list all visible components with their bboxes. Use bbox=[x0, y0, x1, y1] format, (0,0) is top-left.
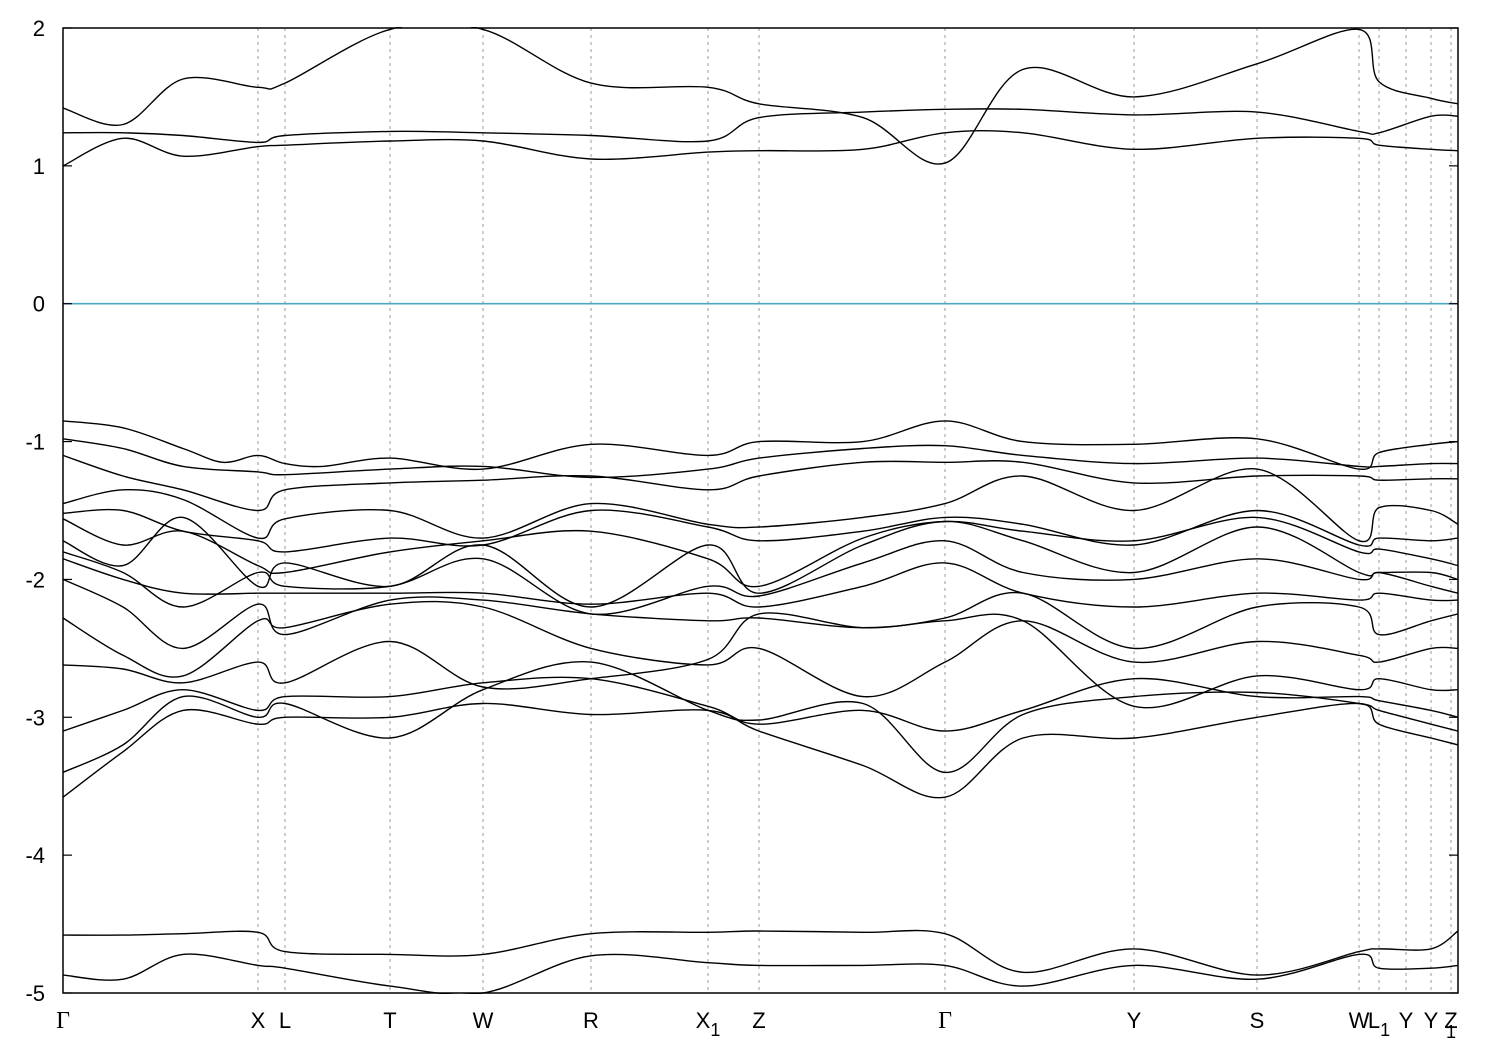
kpoint-label: 1 bbox=[1446, 1022, 1456, 1042]
y-tick-label: -4 bbox=[25, 843, 45, 868]
band-line bbox=[63, 516, 1458, 608]
x-axis-kpoint-labels: Γ X L T W R X1 Z Γ Y S WL1 Y Y Z1 bbox=[56, 1008, 1458, 1042]
plot-frame bbox=[62, 27, 1459, 994]
band-line bbox=[63, 702, 1458, 799]
band-line bbox=[63, 540, 1458, 616]
band-line bbox=[63, 558, 1458, 608]
kpoint-label: Y bbox=[1424, 1008, 1439, 1033]
band-line bbox=[63, 508, 1458, 553]
kpoint-label: T bbox=[383, 1008, 396, 1033]
kpoint-label: Y bbox=[1127, 1008, 1142, 1033]
band-line bbox=[63, 130, 1458, 167]
band-line bbox=[63, 516, 1458, 588]
band-line bbox=[63, 468, 1458, 543]
band-line bbox=[63, 612, 1458, 709]
kpoint-label: L1 bbox=[1368, 1008, 1390, 1040]
y-tick-label: 2 bbox=[33, 16, 45, 41]
band-line bbox=[63, 676, 1458, 732]
band-line bbox=[63, 454, 1458, 512]
band-line bbox=[63, 929, 1458, 976]
y-tick-label: 0 bbox=[33, 292, 45, 317]
band-line bbox=[63, 600, 1458, 698]
kpoint-label: Γ bbox=[56, 1008, 70, 1034]
kpoint-label: Z bbox=[1444, 1008, 1457, 1033]
kpoint-label: R bbox=[583, 1008, 599, 1033]
kpoint-label: Γ bbox=[938, 1008, 952, 1034]
kpoint-label: Y bbox=[1399, 1008, 1414, 1033]
band-line bbox=[63, 27, 1458, 165]
band-line bbox=[63, 578, 1458, 650]
kpoint-label: W bbox=[1349, 1008, 1370, 1033]
band-line bbox=[63, 438, 1458, 479]
band-lines bbox=[63, 27, 1458, 994]
kpoint-label: X bbox=[251, 1008, 266, 1033]
kpoint-label: Z bbox=[752, 1008, 765, 1033]
kpoint-label: X1 bbox=[696, 1008, 721, 1040]
band-line bbox=[63, 108, 1458, 144]
kpoint-label: L bbox=[279, 1008, 291, 1033]
kpoint-gridlines bbox=[257, 28, 1452, 993]
band-line bbox=[63, 660, 1458, 774]
band-line bbox=[63, 420, 1458, 471]
y-tick-label: 1 bbox=[33, 154, 45, 179]
kpoint-label: W bbox=[473, 1008, 494, 1033]
y-tick-label: -5 bbox=[25, 981, 45, 1006]
kpoint-label: S bbox=[1250, 1008, 1265, 1033]
y-axis-ticks: 2 1 0 -1 -2 -3 -4 -5 bbox=[25, 16, 1458, 1006]
y-tick-label: -1 bbox=[25, 430, 45, 455]
y-tick-label: -3 bbox=[25, 705, 45, 730]
band-line bbox=[63, 953, 1458, 994]
y-tick-label: -2 bbox=[25, 567, 45, 592]
